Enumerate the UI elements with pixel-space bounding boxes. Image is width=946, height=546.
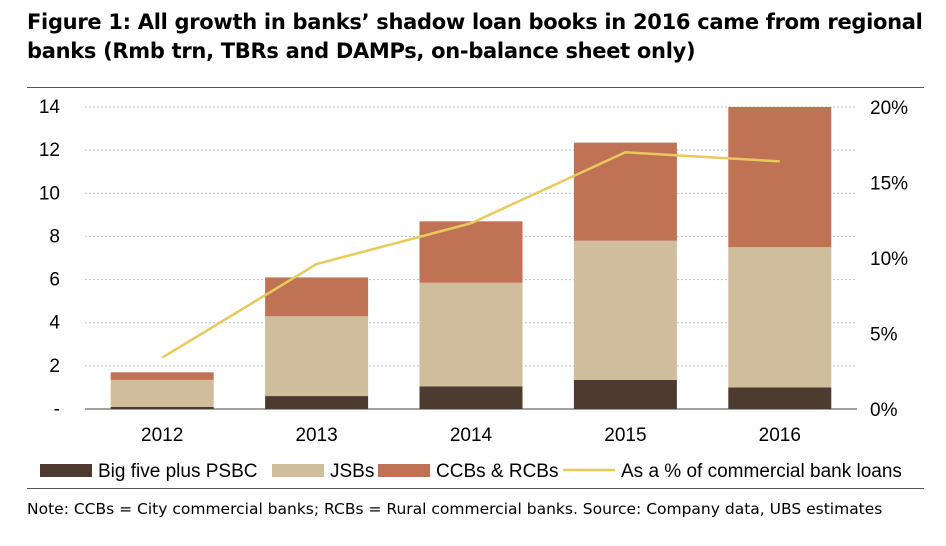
legend-swatch [40,464,92,477]
line-series [161,151,780,359]
x-tick-label: 2013 [295,425,337,446]
y-tick-label: 4 [49,313,60,334]
bar-segment [110,372,214,380]
y2-tick-label: 0% [870,400,898,421]
source-note: Note: CCBs = City commercial banks; RCBs… [27,500,883,518]
bar-segment [265,316,369,397]
y-tick-label: - [54,399,60,420]
bar-segment [728,107,832,248]
x-tick-label: 2016 [759,425,801,446]
legend: Big five plus PSBC JSBs CCBs & RCBs As a % … [40,461,902,482]
chart-title: Figure 1: All growth in banks’ shadow lo… [27,10,923,63]
x-tick-label: 2014 [450,425,493,446]
bar-segment [110,379,214,407]
line-pct-of-loans [161,151,780,359]
y2-tick-label: 10% [870,249,908,270]
x-tick-label: 2012 [141,425,183,446]
bar-segment [573,240,677,380]
bar-segment [728,247,832,388]
bar-segment [419,221,523,283]
y2-tick-label: 20% [870,98,908,119]
bar-segment [728,387,832,409]
legend-swatch [378,464,430,477]
x-tick-label: 2015 [604,425,646,446]
y-tick-label: 2 [49,356,60,377]
bar-segment [419,282,523,387]
y2-tick-label: 5% [870,325,898,346]
y-tick-label: 6 [49,270,60,291]
legend-label: CCBs & RCBs [436,461,558,482]
bar-segment [419,386,523,409]
y-tick-label: 10 [39,183,60,204]
x-axis-ticks: 2012 2013 2014 2015 2016 [141,425,801,446]
y-tick-label: 8 [49,226,60,247]
bar-segment [573,142,677,241]
y-tick-label: 14 [39,97,61,118]
bar-segment [265,396,369,409]
left-axis-ticks: - 2 4 6 8 10 12 14 [39,97,61,420]
top-divider [27,87,924,88]
y2-tick-label: 15% [870,174,908,195]
bar-segment [110,406,214,409]
bars [110,107,832,409]
y-tick-label: 12 [39,140,60,161]
legend-swatch [272,464,324,477]
legend-label: As a % of commercial bank loans [621,461,902,482]
bottom-divider [27,488,924,489]
right-axis-ticks: 0% 5% 10% 15% 20% [870,98,908,421]
bar-segment [265,277,369,317]
legend-label: JSBs [330,461,374,482]
bar-segment [573,379,677,409]
legend-label: Big five plus PSBC [98,461,257,482]
